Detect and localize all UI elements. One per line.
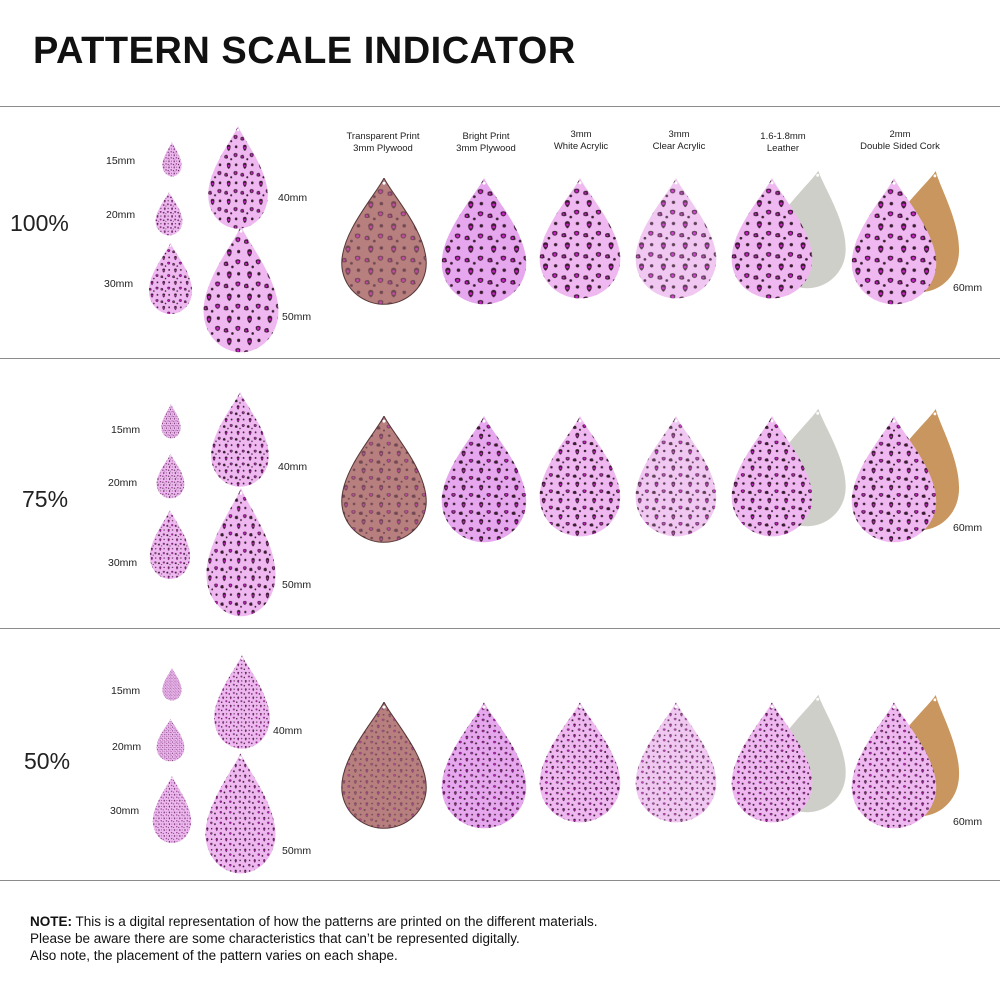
material-sample-white — [539, 702, 621, 823]
material-header-white-acrylic: 3mm White Acrylic — [553, 129, 609, 152]
material-sample-cork — [851, 416, 937, 543]
size-label-20mm: 20mm — [106, 209, 136, 221]
material-sample-clear — [635, 416, 717, 537]
size-label-60mm: 60mm — [953, 522, 983, 534]
size-label-15mm: 15mm — [111, 685, 141, 697]
size-label-30mm: 30mm — [110, 805, 140, 817]
scale-section-75: 75% 15mm 20mm 30mm 40mm 50mm 60mm — [0, 358, 1000, 617]
material-header-cork: 2mm Double Sided Cork — [860, 129, 940, 152]
material-sample-plywood — [341, 416, 427, 543]
size-label-60mm: 60mm — [953, 816, 983, 828]
size-label-40mm: 40mm — [278, 461, 308, 473]
size-sample-20mm — [156, 719, 185, 762]
material-sample-leather — [731, 702, 813, 823]
size-sample-20mm — [155, 192, 183, 236]
material-sample-white — [539, 416, 621, 537]
material-sample-clear — [635, 178, 717, 299]
cork-back — [877, 164, 973, 298]
size-label-20mm: 20mm — [112, 741, 142, 753]
scale-percent: 100% — [10, 210, 69, 236]
material-sample-cork — [851, 178, 937, 305]
divider-bottom — [0, 880, 1000, 881]
divider-2 — [0, 628, 1000, 629]
material-sample-leather — [731, 416, 813, 537]
note-line-1: NOTE: This is a digital representation o… — [30, 914, 598, 929]
leather-back — [763, 689, 857, 818]
divider-top — [0, 106, 1000, 107]
size-label-30mm: 30mm — [108, 557, 138, 569]
size-sample-50mm — [203, 226, 279, 353]
size-label-40mm: 40mm — [273, 725, 303, 737]
cork-back — [877, 402, 973, 536]
size-label-50mm: 50mm — [282, 579, 312, 591]
size-sample-50mm — [206, 488, 276, 617]
material-header-clear-acrylic: 3mm Clear Acrylic — [652, 129, 706, 152]
size-label-15mm: 15mm — [111, 424, 141, 436]
size-sample-40mm — [214, 655, 270, 749]
size-label-40mm: 40mm — [278, 192, 308, 204]
size-sample-15mm — [161, 404, 181, 439]
size-sample-50mm — [205, 753, 276, 874]
material-sample-plywood — [341, 178, 427, 305]
divider-1 — [0, 358, 1000, 359]
note: NOTE: This is a digital representation o… — [30, 913, 598, 964]
leather-back — [763, 165, 857, 294]
note-line-2: Please be aware there are some character… — [30, 931, 520, 946]
size-sample-30mm — [149, 510, 191, 580]
scale-section-100: 100% 15mm 20mm 30mm 40mm 50mm 60mm — [0, 106, 1000, 358]
size-sample-20mm — [156, 454, 185, 499]
size-sample-40mm — [211, 392, 269, 487]
material-header-leather: 1.6-1.8mm Leather — [760, 131, 806, 154]
size-label-60mm: 60mm — [953, 282, 983, 294]
size-sample-40mm — [208, 126, 268, 229]
size-label-20mm: 20mm — [108, 477, 138, 489]
scale-percent: 75% — [22, 486, 69, 512]
size-sample-15mm — [162, 668, 182, 701]
material-sample-plywood — [341, 702, 427, 829]
size-sample-30mm — [148, 243, 193, 315]
material-sample-bright — [441, 178, 527, 305]
size-label-50mm: 50mm — [282, 311, 312, 323]
size-label-15mm: 15mm — [106, 155, 136, 167]
size-sample-30mm — [152, 776, 192, 844]
material-sample-bright — [441, 416, 527, 543]
scale-section-50: 50% 15mm 20mm 30mm 40mm 50mm 60mm — [0, 628, 1000, 880]
material-sample-cork — [851, 702, 937, 829]
size-label-30mm: 30mm — [104, 278, 134, 290]
material-sample-white — [539, 178, 621, 299]
material-sample-bright — [441, 702, 527, 829]
material-sample-clear — [635, 702, 717, 823]
size-label-50mm: 50mm — [282, 845, 312, 857]
cork-back — [877, 688, 973, 822]
page-title: PATTERN SCALE INDICATOR — [33, 30, 576, 72]
material-header-plywood: Transparent Print 3mm Plywood — [346, 131, 420, 154]
size-sample-15mm — [162, 142, 182, 177]
material-sample-leather — [731, 178, 813, 299]
leather-back — [763, 403, 857, 532]
note-line-3: Also note, the placement of the pattern … — [30, 948, 398, 963]
material-header-bright: Bright Print 3mm Plywood — [456, 131, 516, 154]
scale-percent: 50% — [24, 748, 71, 774]
